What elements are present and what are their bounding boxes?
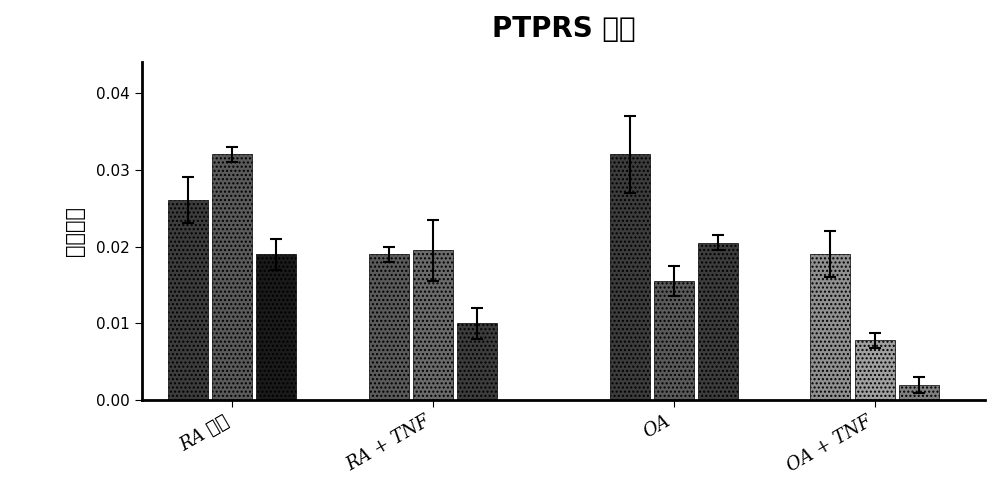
- Bar: [855, 341, 895, 400]
- Bar: [168, 200, 208, 400]
- Bar: [810, 254, 850, 400]
- Bar: [413, 250, 453, 400]
- Bar: [899, 385, 939, 400]
- Bar: [212, 154, 252, 400]
- Bar: [256, 254, 296, 400]
- Bar: [654, 281, 694, 400]
- Bar: [457, 323, 497, 400]
- Bar: [610, 154, 650, 400]
- Bar: [369, 254, 409, 400]
- Title: PTPRS 表达: PTPRS 表达: [492, 15, 635, 43]
- Bar: [698, 243, 738, 400]
- Y-axis label: 相对表达: 相对表达: [65, 206, 85, 256]
